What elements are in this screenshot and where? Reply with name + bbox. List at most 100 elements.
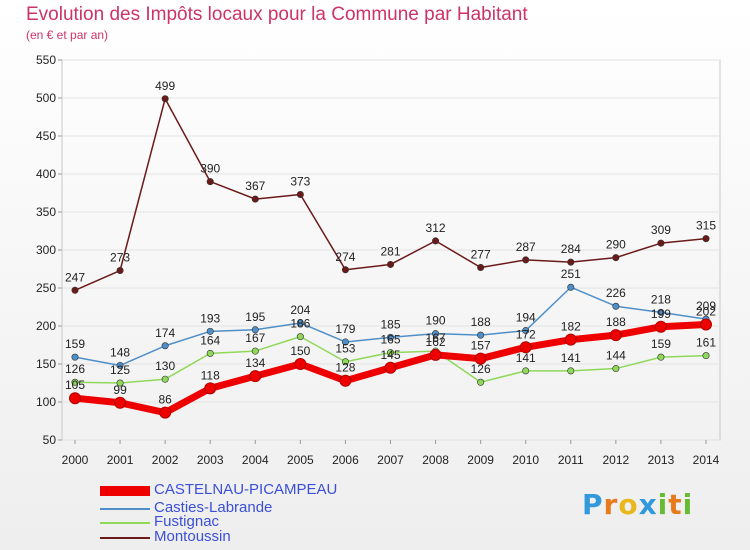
data-point-casties-labrande (477, 331, 485, 339)
data-point-montoussin (612, 254, 620, 262)
y-tick-label: 400 (36, 167, 56, 181)
y-tick-label: 50 (43, 433, 57, 447)
data-point-castelnau-picampeau (474, 352, 487, 365)
data-point-casties-labrande (206, 327, 214, 335)
x-tick-label: 2011 (558, 453, 584, 467)
legend-swatch-fustignac (100, 522, 150, 524)
data-label-casties-labrande: 251 (561, 267, 581, 281)
data-label-fustignac: 167 (426, 331, 446, 345)
x-tick-label: 2000 (62, 453, 89, 467)
data-point-castelnau-picampeau (700, 318, 712, 331)
data-label-castelnau-picampeau: 157 (471, 339, 491, 353)
legend-label-fustignac: Fustignac (154, 513, 220, 530)
data-label-casties-labrande: 174 (155, 326, 175, 340)
data-point-montoussin (71, 286, 79, 294)
data-label-fustignac: 130 (155, 359, 175, 373)
data-label-castelnau-picampeau: 134 (245, 356, 265, 370)
data-point-montoussin (702, 235, 710, 243)
data-point-montoussin (296, 191, 304, 199)
brand-letter: x (638, 488, 658, 521)
y-tick-label: 300 (36, 243, 56, 257)
data-label-fustignac: 153 (335, 342, 355, 356)
data-label-fustignac: 186 (290, 317, 310, 331)
data-label-castelnau-picampeau: 162 (426, 335, 446, 349)
brand-letter: r (603, 488, 619, 521)
data-point-fustignac (386, 349, 394, 357)
data-label-casties-labrande: 204 (290, 303, 310, 317)
data-label-castelnau-picampeau: 199 (651, 307, 671, 321)
data-label-fustignac: 165 (380, 333, 400, 347)
data-label-fustignac: 167 (245, 331, 265, 345)
data-point-casties-labrande (161, 342, 169, 350)
data-label-castelnau-picampeau: 172 (516, 327, 536, 341)
data-point-castelnau-picampeau (609, 329, 622, 342)
data-label-casties-labrande: 179 (335, 322, 355, 336)
data-point-montoussin (432, 237, 440, 245)
legend-swatch-casties (100, 508, 150, 510)
data-point-casties-labrande (567, 283, 575, 291)
data-point-montoussin (161, 95, 169, 103)
data-label-casties-labrande: 190 (426, 314, 446, 328)
y-tick-label: 550 (36, 53, 56, 67)
data-point-fustignac (116, 379, 124, 387)
y-tick-label: 450 (36, 129, 56, 143)
data-label-castelnau-picampeau: 188 (606, 315, 626, 329)
chart-subtitle: (en € et par an) (26, 28, 109, 42)
legend-label-casties: Casties-Labrande (154, 499, 273, 516)
data-label-castelnau-picampeau: 150 (290, 344, 310, 358)
data-point-castelnau-picampeau (204, 382, 217, 395)
data-label-casties-labrande: 195 (245, 310, 265, 324)
brand-letter: i (657, 488, 669, 521)
x-tick-label: 2001 (107, 453, 134, 467)
y-tick-label: 200 (36, 319, 56, 333)
data-point-montoussin (386, 260, 394, 268)
data-point-casties-labrande (432, 330, 440, 338)
data-label-montoussin: 274 (335, 250, 355, 264)
data-label-casties-labrande: 194 (516, 311, 536, 325)
legend-swatch-montoussin (100, 537, 150, 539)
data-label-fustignac: 164 (200, 333, 220, 347)
data-point-castelnau-picampeau (654, 320, 667, 333)
data-label-fustignac: 126 (471, 362, 491, 376)
data-label-casties-labrande: 193 (200, 311, 220, 325)
data-label-fustignac: 144 (606, 349, 626, 363)
data-point-montoussin (206, 178, 214, 186)
data-point-fustignac (702, 352, 710, 360)
legend-label-montoussin: Montoussin (154, 528, 231, 545)
data-point-casties-labrande (71, 353, 79, 361)
data-label-castelnau-picampeau: 99 (113, 383, 127, 397)
data-label-fustignac: 159 (651, 337, 671, 351)
brand-logo: Proxiti (582, 488, 693, 521)
data-point-castelnau-picampeau (294, 358, 307, 370)
data-point-fustignac (296, 333, 304, 341)
x-tick-label: 2008 (422, 453, 449, 467)
data-label-montoussin: 287 (516, 240, 536, 254)
data-point-fustignac (612, 365, 620, 373)
brand-letter: o (618, 488, 639, 521)
data-point-fustignac (522, 367, 530, 375)
data-point-montoussin (341, 266, 349, 274)
x-tick-label: 2009 (467, 453, 494, 467)
data-label-montoussin: 247 (65, 270, 85, 284)
data-point-montoussin (477, 263, 485, 271)
data-point-castelnau-picampeau (159, 406, 172, 419)
data-point-castelnau-picampeau (69, 392, 81, 405)
y-tick-label: 100 (36, 395, 56, 409)
data-label-casties-labrande: 159 (65, 337, 85, 351)
brand-letter: t (668, 488, 683, 521)
data-point-fustignac (657, 353, 665, 361)
data-label-castelnau-picampeau: 202 (696, 304, 716, 318)
legend-label-castelnau: CASTELNAU-PICAMPEAU (154, 481, 338, 498)
x-tick-label: 2012 (603, 453, 630, 467)
data-point-montoussin (567, 258, 575, 266)
data-label-casties-labrande: 226 (606, 286, 626, 300)
data-point-fustignac (71, 378, 79, 386)
data-point-castelnau-picampeau (519, 341, 532, 354)
data-point-castelnau-picampeau (339, 374, 352, 387)
data-point-montoussin (522, 256, 530, 264)
data-label-montoussin: 390 (200, 162, 220, 176)
data-point-casties-labrande (251, 326, 259, 334)
data-label-castelnau-picampeau: 145 (380, 348, 400, 362)
data-label-montoussin: 367 (245, 179, 265, 193)
